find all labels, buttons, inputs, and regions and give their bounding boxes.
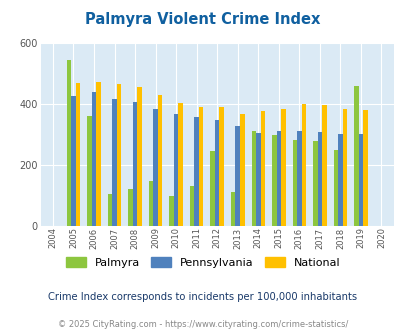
Bar [230, 191, 235, 226]
Bar [112, 99, 117, 226]
Bar [292, 140, 296, 226]
Bar [280, 109, 285, 226]
Bar [214, 120, 219, 226]
Bar [353, 85, 358, 226]
Bar [158, 95, 162, 226]
Bar [239, 114, 244, 226]
Bar [66, 60, 71, 226]
Bar [190, 186, 194, 226]
Bar [178, 103, 183, 226]
Bar [198, 107, 203, 226]
Bar [358, 134, 362, 226]
Bar [96, 82, 100, 226]
Bar [301, 104, 305, 226]
Bar [337, 134, 342, 226]
Bar [194, 117, 198, 226]
Bar [296, 130, 301, 226]
Bar [362, 110, 367, 226]
Legend: Palmyra, Pennsylvania, National: Palmyra, Pennsylvania, National [61, 252, 344, 272]
Bar [107, 194, 112, 226]
Bar [251, 131, 256, 226]
Bar [132, 102, 137, 226]
Bar [342, 109, 346, 226]
Bar [137, 86, 141, 226]
Bar [271, 135, 276, 226]
Bar [92, 92, 96, 226]
Bar [312, 141, 317, 226]
Bar [87, 116, 92, 226]
Bar [276, 130, 280, 226]
Bar [333, 150, 337, 226]
Bar [71, 96, 75, 226]
Bar [169, 195, 173, 226]
Bar [128, 189, 132, 226]
Bar [235, 126, 239, 226]
Bar [149, 181, 153, 226]
Bar [219, 107, 224, 226]
Text: Crime Index corresponds to incidents per 100,000 inhabitants: Crime Index corresponds to incidents per… [48, 292, 357, 302]
Text: © 2025 CityRating.com - https://www.cityrating.com/crime-statistics/: © 2025 CityRating.com - https://www.city… [58, 320, 347, 329]
Bar [260, 111, 264, 226]
Bar [117, 84, 121, 226]
Bar [75, 83, 80, 226]
Bar [173, 114, 178, 226]
Text: Palmyra Violent Crime Index: Palmyra Violent Crime Index [85, 12, 320, 26]
Bar [256, 133, 260, 226]
Bar [317, 132, 321, 226]
Bar [210, 151, 214, 226]
Bar [321, 105, 326, 226]
Bar [153, 109, 158, 226]
